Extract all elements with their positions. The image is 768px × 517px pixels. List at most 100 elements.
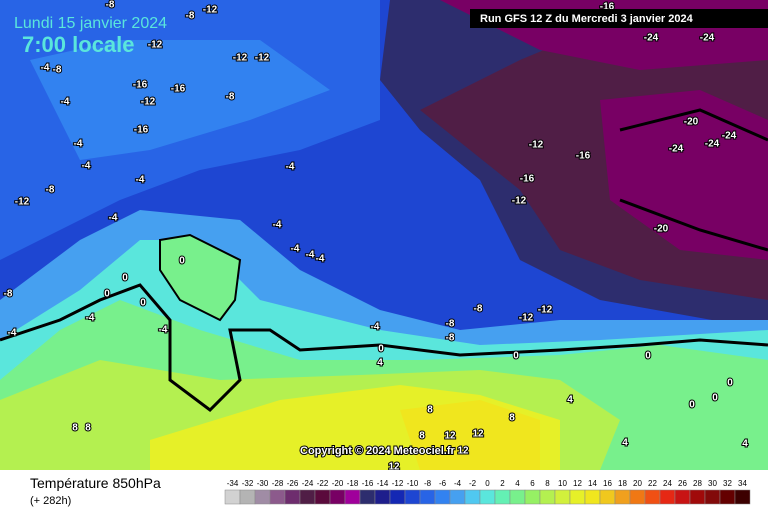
contour-label: -16 [520, 174, 535, 185]
contour-label: -4 [136, 175, 145, 186]
contour-label: 4 [567, 395, 573, 406]
contour-label: -16 [134, 125, 149, 136]
contour-label: 0 [378, 344, 384, 355]
scale-swatch [674, 489, 691, 505]
scale-swatch [719, 489, 736, 505]
scale-label: -22 [317, 479, 329, 488]
contour-label: -4 [8, 328, 17, 339]
contour-label: -12 [148, 40, 163, 51]
contour-label: 12 [472, 429, 484, 440]
scale-label: 24 [663, 479, 672, 488]
contour-label: -4 [159, 325, 168, 336]
contour-label: -8 [53, 65, 62, 76]
contour-label: 0 [727, 378, 733, 389]
scale-label: 8 [545, 479, 550, 488]
scale-swatch [629, 489, 646, 505]
forecast-time: 7:00 locale [22, 32, 135, 57]
scale-label: -32 [242, 479, 254, 488]
run-info: Run GFS 12 Z du Mercredi 3 janvier 2024 [480, 13, 694, 25]
contour-label: -4 [41, 63, 50, 74]
contour-label: -8 [4, 289, 13, 300]
contour-label: 0 [104, 289, 110, 300]
scale-label: 4 [515, 479, 520, 488]
scale-label: -14 [377, 479, 389, 488]
scale-label: -26 [287, 479, 299, 488]
contour-label: -8 [474, 304, 483, 315]
contour-label: -12 [203, 5, 218, 16]
scale-swatch [239, 489, 256, 505]
scale-label: -16 [362, 479, 374, 488]
contour-label: -4 [291, 244, 300, 255]
scale-swatch [254, 489, 271, 505]
scale-label: -8 [424, 479, 432, 488]
scale-label: -2 [469, 479, 477, 488]
contour-label: -8 [106, 0, 115, 11]
contour-label: 8 [427, 405, 433, 416]
scale-label: 12 [573, 479, 582, 488]
contour-label: -24 [705, 139, 720, 150]
scale-swatch [404, 489, 421, 505]
scale-swatch [494, 489, 511, 505]
scale-label: 2 [500, 479, 505, 488]
scale-label: -28 [272, 479, 284, 488]
scale-swatch [539, 489, 556, 505]
contour-label: -12 [519, 313, 534, 324]
contour-label: -20 [684, 117, 699, 128]
contour-label: -4 [61, 97, 70, 108]
scale-swatch [344, 489, 361, 505]
contour-labels: -8 -12 -16-12-12 -12-4 -8-8-16 -16-12 -8-4-16-… [3, 0, 750, 474]
contour-label: -16 [133, 80, 148, 91]
scale-swatch [524, 489, 541, 505]
contour-label: -4 [286, 162, 295, 173]
scale-label: -30 [257, 479, 269, 488]
scale-label: -12 [392, 479, 404, 488]
contour-label: -24 [669, 144, 684, 155]
scale-swatch [449, 489, 466, 505]
contour-label: -24 [722, 131, 737, 142]
scale-swatch [659, 489, 676, 505]
scale-swatch [614, 489, 631, 505]
scale-label: 20 [633, 479, 642, 488]
contour-label: 12 [457, 446, 469, 457]
scale-label: -6 [439, 479, 447, 488]
scale-swatch [464, 489, 481, 505]
contour-label: -4 [316, 254, 325, 265]
contour-label: -8 [226, 92, 235, 103]
contour-label: 0 [645, 351, 651, 362]
scale-label: 0 [485, 479, 490, 488]
scale-swatch [554, 489, 571, 505]
scale-swatch [224, 489, 241, 505]
copyright: Copyright © 2024 Meteociel.fr [300, 445, 456, 457]
contour-label: 4 [377, 358, 383, 369]
scale-swatch [389, 489, 406, 505]
scale-label: 14 [588, 479, 597, 488]
scale-swatch [509, 489, 526, 505]
scale-label: 22 [648, 479, 657, 488]
contour-label: -4 [74, 139, 83, 150]
contour-label: -16 [171, 84, 186, 95]
contour-label: 8 [85, 423, 91, 434]
scale-label: -4 [454, 479, 462, 488]
contour-label: -8 [186, 11, 195, 22]
scale-swatch [299, 489, 316, 505]
contour-label: -12 [255, 53, 270, 64]
contour-label: -4 [82, 161, 91, 172]
contour-label: -8 [446, 319, 455, 330]
legend-lead: (+ 282h) [30, 495, 71, 507]
contour-label: -4 [371, 322, 380, 333]
scale-label: -34 [227, 479, 239, 488]
contour-label: 8 [419, 431, 425, 442]
contour-label: 8 [72, 423, 78, 434]
scale-label: 6 [530, 479, 535, 488]
scale-swatch [644, 489, 661, 505]
scale-label: 16 [603, 479, 612, 488]
run-box [470, 9, 768, 28]
contour-label: -12 [15, 197, 30, 208]
scale-label: -24 [302, 479, 314, 488]
scale-swatch [374, 489, 391, 505]
contour-label: 0 [712, 393, 718, 404]
contour-label: -8 [46, 185, 55, 196]
legend-title: Température 850hPa [30, 475, 161, 491]
scale-label: 18 [618, 479, 627, 488]
contour-label: -12 [529, 140, 544, 151]
